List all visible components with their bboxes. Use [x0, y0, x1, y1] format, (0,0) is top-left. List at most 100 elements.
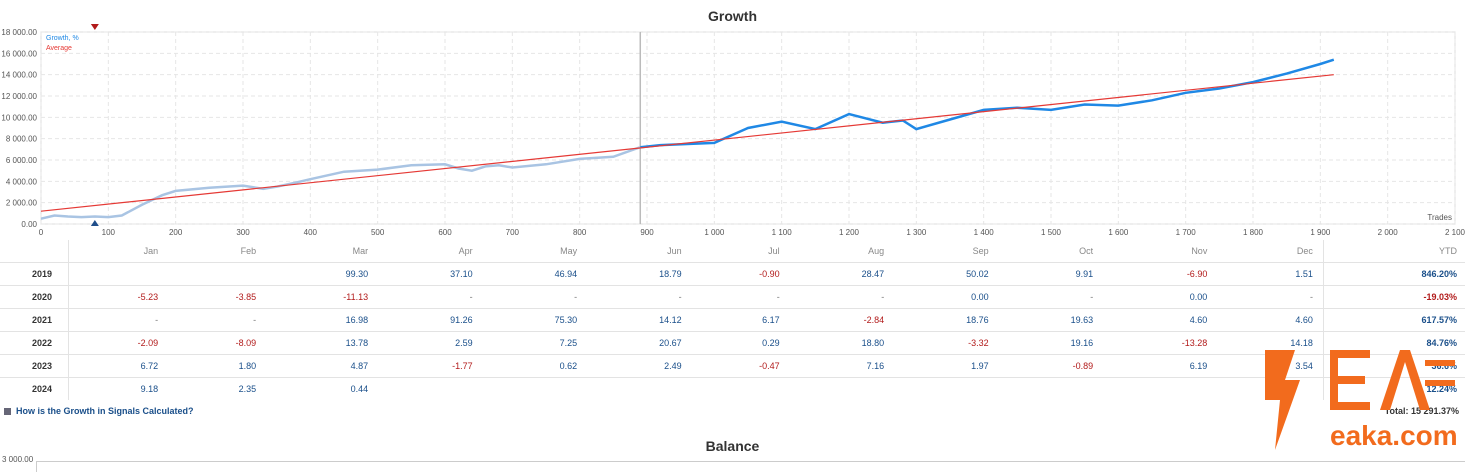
x-axis: 0 100 200 300 400 500 600 700 800 900 1 000 1 100 1 …	[39, 213, 1465, 237]
x-tick-label: 1 900	[1310, 228, 1331, 237]
month-value-cell: 20.67	[587, 331, 692, 355]
month-value-cell: -	[691, 285, 790, 309]
table-row: 2021- -16.98 91.26 75.30 14.12 6.17 -2.84 18.76…	[0, 308, 1465, 332]
total-growth: Total: 15 291.37%	[1384, 406, 1459, 416]
month-value-cell	[691, 377, 790, 400]
month-value-cell: 6.72	[68, 354, 169, 378]
legend-average: Average	[46, 45, 72, 52]
growth-chart: 0.00 2 000.00 4 000.00 6 000.00 8 000.00 10 0…	[1, 24, 1465, 237]
month-value-cell: 6.17	[691, 308, 790, 332]
month-value-cell: 19.16	[998, 331, 1104, 355]
how-growth-link-text: How is the Growth in Signals Calculated?	[16, 406, 194, 416]
table-header: Jan Feb Mar Apr May Jun Jul Aug Sep Oct Nov Dec YTD	[0, 240, 1465, 263]
month-value-cell: 7.25	[482, 331, 588, 355]
y-tick-label: 8 000.00	[6, 135, 38, 144]
ytd-cell: 846.20%	[1322, 262, 1465, 286]
how-growth-link[interactable]: How is the Growth in Signals Calculated?	[4, 406, 194, 416]
month-value-cell: 4.87	[266, 354, 379, 378]
month-header: Sep	[972, 246, 989, 256]
month-value-cell	[482, 377, 588, 400]
y-tick-label: 6 000.00	[6, 156, 38, 165]
month-value-cell: 6.19	[1103, 354, 1218, 378]
month-value-cell: 50.02	[894, 262, 999, 286]
chart-grid	[40, 31, 1456, 225]
ytd-cell: 617.57%	[1322, 308, 1465, 332]
y-axis: 0.00 2 000.00 4 000.00 6 000.00 8 000.00 10 0…	[1, 28, 37, 229]
x-tick-label: 1 300	[906, 228, 927, 237]
month-value-cell	[168, 262, 267, 286]
month-value-cell: 9.18	[68, 377, 169, 400]
month-value-cell: -	[998, 285, 1104, 309]
y-tick-label: 12 000.00	[1, 92, 37, 101]
growth-title: Growth	[708, 8, 757, 24]
month-header: Jun	[667, 246, 682, 256]
table-row: 2024 9.18 2.35 0.44 12.24%	[0, 377, 1465, 400]
month-header: Mar	[352, 246, 369, 256]
table-row: 2023 6.72 1.80 4.87 -1.77 0.62 2.49 -0.47 7.16 1.…	[0, 354, 1465, 378]
month-value-cell: 9.91	[998, 262, 1104, 286]
x-tick-label: 900	[640, 228, 654, 237]
ytd-cell: 84.76%	[1322, 331, 1465, 355]
month-value-cell	[378, 377, 483, 400]
chart-legend: Growth, % Average	[46, 35, 79, 52]
month-value-cell	[789, 377, 895, 400]
month-value-cell: -	[1217, 285, 1324, 309]
growth-line-past	[40, 146, 641, 220]
month-value-cell: 1.97	[894, 354, 999, 378]
month-value-cell: -	[68, 308, 169, 332]
y-tick-label: 14 000.00	[1, 71, 37, 80]
month-value-cell: -11.13	[266, 285, 379, 309]
chart-lines	[40, 32, 1335, 224]
y-tick-label: 0.00	[21, 220, 37, 229]
y-tick-label: 10 000.00	[1, 113, 37, 122]
x-tick-label: 800	[573, 228, 587, 237]
month-value-cell	[68, 262, 169, 286]
month-value-cell: 99.30	[266, 262, 379, 286]
month-value-cell: -8.09	[168, 331, 267, 355]
x-tick-label: 1 700	[1176, 228, 1197, 237]
chart-markers	[90, 24, 99, 226]
balance-y-top: 3 000.00	[2, 455, 34, 464]
month-header: Oct	[1079, 246, 1094, 256]
table-row: 2019 99.30 37.10 46.94 18.79 -0.90 28.47 50.02 9…	[0, 262, 1465, 286]
month-value-cell: -	[587, 285, 692, 309]
table-row: 2022 -2.09 -8.09 13.78 2.59 7.25 20.67 0.29 18.8…	[0, 331, 1465, 355]
month-value-cell: 91.26	[378, 308, 483, 332]
month-value-cell: 4.60	[1103, 308, 1218, 332]
month-value-cell: -1.77	[378, 354, 483, 378]
month-value-cell: -0.47	[691, 354, 790, 378]
year-cell: 2021	[0, 308, 69, 332]
month-value-cell: -3.32	[894, 331, 999, 355]
info-icon	[4, 408, 11, 416]
month-value-cell: 14.12	[587, 308, 692, 332]
eaka-watermark-logo: eaka.com	[1265, 350, 1458, 451]
x-tick-label: 1 400	[974, 228, 995, 237]
x-tick-label: 1 200	[839, 228, 860, 237]
x-tick-label: 700	[506, 228, 520, 237]
y-tick-label: 2 000.00	[6, 199, 38, 208]
month-value-cell: -	[789, 285, 895, 309]
y-tick-label: 16 000.00	[1, 49, 37, 58]
month-value-cell: -2.09	[68, 331, 169, 355]
month-value-cell: -	[482, 285, 588, 309]
month-header: Feb	[240, 246, 257, 256]
month-value-cell: -0.90	[691, 262, 790, 286]
x-tick-label: 200	[169, 228, 183, 237]
monthly-table: Jan Feb Mar Apr May Jun Jul Aug Sep Oct Nov Dec YTD …	[0, 240, 1465, 400]
svg-text:eaka.com: eaka.com	[1330, 420, 1458, 451]
x-tick-label: 1 600	[1108, 228, 1129, 237]
month-value-cell: 0.00	[894, 285, 999, 309]
x-tick-label: 0	[39, 228, 44, 237]
month-header: Dec	[1296, 246, 1313, 256]
month-value-cell: 28.47	[789, 262, 895, 286]
start-marker	[90, 220, 99, 226]
month-value-cell: 1.80	[168, 354, 267, 378]
month-value-cell: 14.18	[1217, 331, 1324, 355]
month-value-cell	[1103, 377, 1218, 400]
year-cell: 2019	[0, 262, 69, 286]
month-value-cell: 7.16	[789, 354, 895, 378]
year-cell: 2023	[0, 354, 69, 378]
x-tick-label: 100	[102, 228, 116, 237]
average-line	[40, 74, 1334, 212]
legend-growth: Growth, %	[46, 35, 79, 42]
